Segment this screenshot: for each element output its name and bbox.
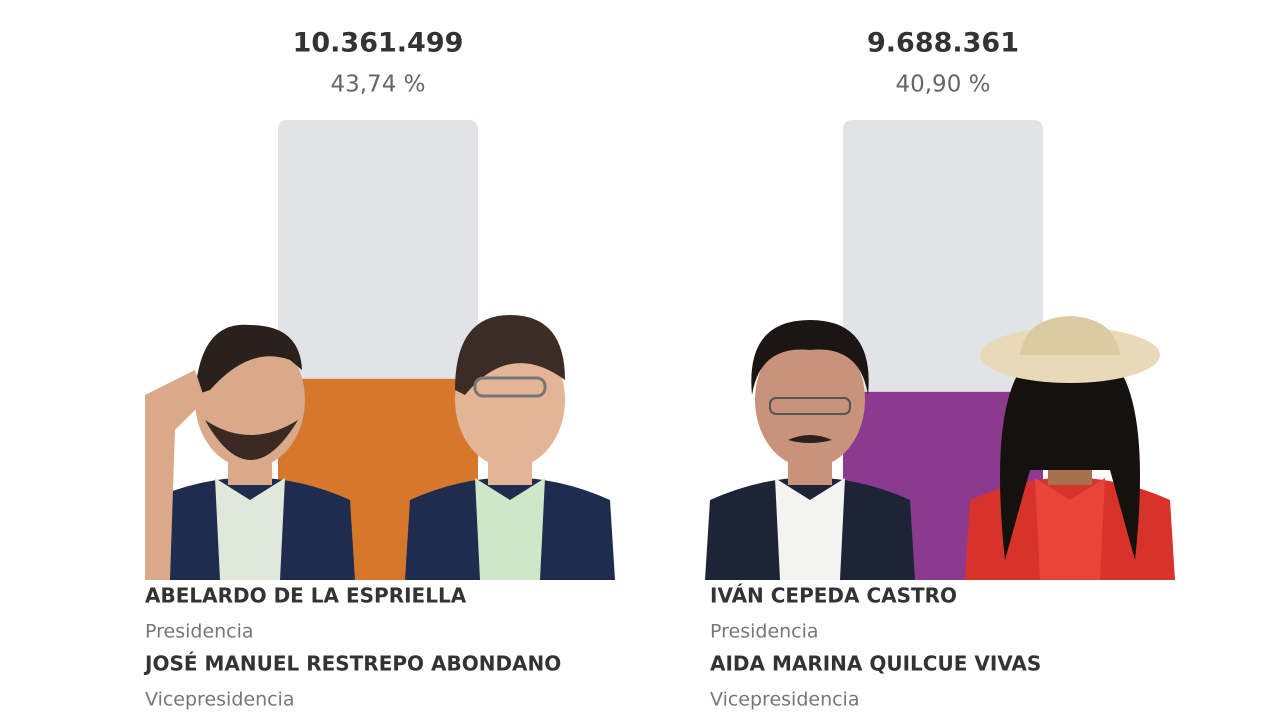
president-name: ABELARDO DE LA ESPRIELLA — [145, 584, 467, 608]
person-shirt — [1035, 478, 1105, 580]
person-head — [755, 332, 865, 468]
candidate-photo — [705, 316, 1175, 580]
long-hair — [1000, 370, 1140, 560]
candidate-photo — [145, 315, 615, 580]
vote-count: 9.688.361 — [867, 28, 1019, 59]
vote-percent: 40,90 % — [895, 72, 990, 98]
vote-count: 10.361.499 — [293, 28, 464, 59]
mustache — [788, 435, 832, 443]
vote-percent: 43,74 % — [330, 72, 425, 98]
president-name: IVÁN CEPEDA CASTRO — [710, 584, 957, 608]
person-shirt — [475, 478, 545, 580]
hat-crown — [1020, 316, 1120, 355]
president-role: Presidencia — [710, 621, 819, 643]
hair — [195, 324, 302, 395]
vice-name: AIDA MARINA QUILCUE VIVAS — [710, 652, 1041, 676]
glasses — [473, 376, 547, 398]
hair — [751, 320, 869, 395]
beard — [205, 420, 298, 460]
person-shirt — [215, 478, 285, 580]
vice-role: Vicepresidencia — [145, 689, 294, 711]
vice-name: JOSÉ MANUEL RESTREPO ABONDANO — [143, 652, 561, 676]
person-shirt — [775, 478, 845, 580]
vice-role: Vicepresidencia — [710, 689, 859, 711]
saluting-arm — [145, 370, 205, 580]
glasses — [769, 397, 851, 415]
hair — [455, 315, 565, 395]
president-role: Presidencia — [145, 621, 254, 643]
